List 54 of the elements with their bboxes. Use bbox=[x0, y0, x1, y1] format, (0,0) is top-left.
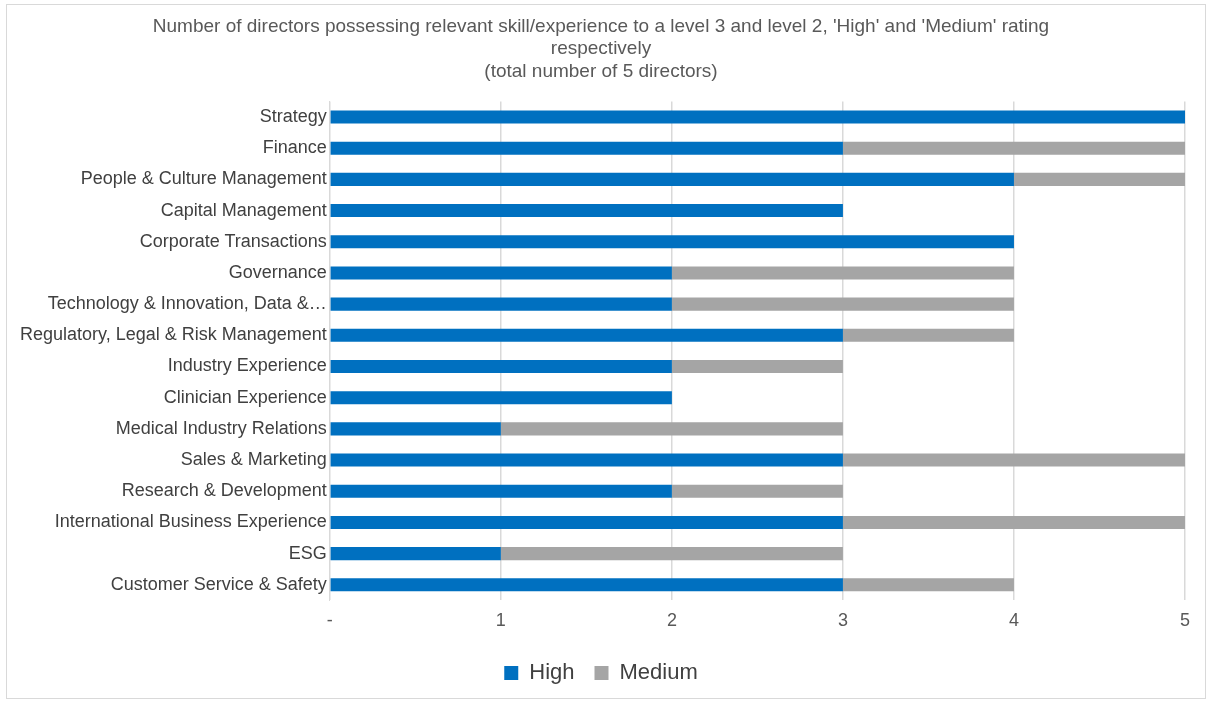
y-tick-label: Regulatory, Legal & Risk Management bbox=[20, 324, 327, 345]
bar bbox=[330, 266, 672, 280]
bar bbox=[671, 266, 1014, 280]
legend-label: Medium bbox=[619, 659, 698, 685]
y-tick-label: ESG bbox=[288, 542, 327, 563]
bar bbox=[1013, 172, 1185, 186]
x-tick-label: 1 bbox=[495, 610, 506, 631]
bar bbox=[330, 110, 1185, 124]
bar bbox=[500, 547, 843, 561]
y-tick-label: Industry Experience bbox=[167, 355, 327, 376]
y-tick-label: Research & Development bbox=[121, 480, 327, 501]
bar bbox=[330, 547, 501, 561]
bar bbox=[330, 328, 843, 342]
bar bbox=[330, 484, 672, 498]
bar bbox=[671, 484, 843, 498]
bar bbox=[842, 578, 1014, 592]
bar bbox=[330, 172, 1014, 186]
bar bbox=[330, 359, 672, 374]
y-tick-label: Sales & Marketing bbox=[180, 449, 327, 470]
bar bbox=[330, 391, 672, 405]
bar bbox=[330, 235, 1014, 249]
bar bbox=[671, 359, 843, 374]
y-tick-label: Strategy bbox=[259, 105, 327, 126]
bar bbox=[842, 141, 1185, 155]
y-tick-label: Finance bbox=[262, 137, 327, 158]
bar bbox=[330, 297, 672, 311]
bar bbox=[330, 204, 843, 218]
y-tick-label: Medical Industry Relations bbox=[115, 417, 327, 438]
bar bbox=[330, 141, 843, 155]
y-tick-label: Clinician Experience bbox=[163, 386, 327, 407]
bar bbox=[500, 422, 843, 436]
bar bbox=[330, 515, 843, 529]
bar bbox=[842, 515, 1185, 529]
x-tick-label: 5 bbox=[1179, 610, 1191, 631]
y-tick-label: Technology & Innovation, Data &… bbox=[47, 293, 327, 314]
bar bbox=[842, 453, 1185, 467]
x-tick-label: 3 bbox=[837, 610, 848, 631]
x-tick-label: 4 bbox=[1008, 610, 1019, 631]
bar bbox=[330, 422, 501, 436]
chart-subtitle: (total number of 5 directors) bbox=[484, 60, 718, 82]
y-tick-label: Governance bbox=[228, 261, 327, 282]
chart-title: Number of directors possessing relevant skill/experience to a level 3 and level 2, 'High' and 'Medium' rating respectively bbox=[152, 14, 1050, 59]
bar bbox=[330, 453, 843, 467]
y-tick-label: International Business Experience bbox=[54, 511, 327, 532]
y-tick-label: Capital Management bbox=[160, 199, 327, 220]
y-tick-label: People & Culture Management bbox=[80, 168, 327, 189]
x-tick-label: - bbox=[326, 610, 333, 631]
legend-label: High bbox=[529, 659, 575, 685]
bar bbox=[671, 297, 1014, 311]
bar bbox=[842, 328, 1014, 342]
bar bbox=[330, 578, 843, 592]
x-tick-label: 2 bbox=[666, 610, 677, 631]
y-tick-label: Customer Service & Safety bbox=[110, 573, 327, 594]
y-tick-label: Corporate Transactions bbox=[139, 230, 327, 251]
